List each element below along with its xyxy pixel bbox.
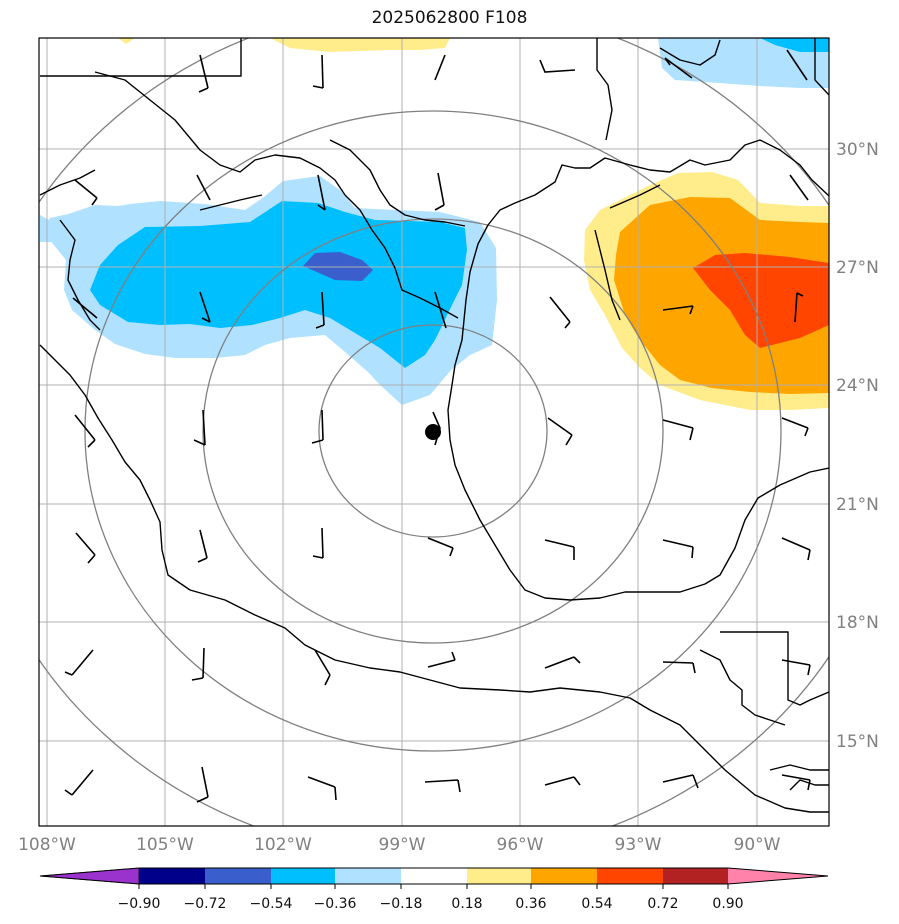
wind-barb <box>312 527 324 559</box>
colorbar-segment <box>728 868 828 884</box>
wind-barb <box>315 291 325 329</box>
wind-barb <box>196 766 209 803</box>
wind-barb <box>199 291 211 323</box>
wind-barb <box>662 661 696 674</box>
positive-shading-max <box>693 253 829 348</box>
wind-barb <box>544 539 575 560</box>
colorbar: −0.90 −0.72 −0.54 −0.36 −0.18 0.18 0.36 … <box>39 867 829 912</box>
map-frame <box>38 37 830 827</box>
wind-barb <box>662 539 694 559</box>
lon-label: 96°W <box>497 835 544 855</box>
colorbar-label: 0.18 <box>451 896 482 912</box>
map-title: 2025062800 F108 <box>371 8 528 28</box>
colorbar-label: −0.90 <box>118 896 161 912</box>
wind-barb <box>74 414 96 448</box>
wind-barb <box>539 59 576 73</box>
lat-label: 30°N <box>836 140 879 160</box>
lat-label: 27°N <box>836 258 879 278</box>
wind-barb <box>64 649 94 676</box>
colorbar-label: −0.54 <box>250 896 293 912</box>
colorbar-segment <box>205 868 271 884</box>
lon-label: 93°W <box>615 835 662 855</box>
wind-barb <box>662 774 699 789</box>
wind-barb <box>72 297 98 319</box>
wind-barb <box>427 537 454 557</box>
lon-label: 108°W <box>18 835 76 855</box>
wind-barb <box>662 305 694 315</box>
wind-barb <box>662 419 694 441</box>
wind-barb <box>64 769 94 796</box>
lat-label: 24°N <box>836 376 879 396</box>
wind-barb <box>317 174 326 211</box>
colorbar-segment <box>139 868 205 884</box>
wind-barb <box>432 411 441 446</box>
colorbar-label: 0.90 <box>712 896 743 912</box>
wind-barb <box>434 291 447 329</box>
range-ring-outer <box>84 110 782 752</box>
wind-barb <box>664 57 693 79</box>
lat-label: 18°N <box>836 613 879 633</box>
wind-barb <box>193 409 206 446</box>
range-ring-inner <box>318 324 548 538</box>
wind-barb <box>196 174 211 201</box>
wind-barb <box>75 532 96 564</box>
wind-barb <box>781 417 809 437</box>
latitude-labels: 30°N 27°N 24°N 21°N 18°N 15°N <box>836 140 879 752</box>
colorbar-segment <box>467 868 531 884</box>
colorbar-segment <box>335 868 401 884</box>
colorbar-segment <box>39 867 140 885</box>
wind-barb <box>781 774 811 791</box>
colorbar-label: −0.36 <box>314 896 357 912</box>
wind-barb <box>434 54 446 81</box>
colorbar-label: 0.36 <box>515 896 546 912</box>
lat-label: 21°N <box>836 495 879 515</box>
wind-barb <box>544 776 581 786</box>
colorbar-segment <box>597 868 663 884</box>
wind-barbs <box>64 49 811 803</box>
lon-label: 99°W <box>379 835 426 855</box>
coastlines <box>39 38 829 813</box>
range-rings <box>39 38 829 826</box>
colorbar-segment <box>271 868 335 884</box>
wind-barb <box>198 54 209 93</box>
wind-barb <box>427 651 456 668</box>
wind-barb <box>781 659 811 676</box>
wind-barb <box>191 647 205 681</box>
lat-label: 15°N <box>836 732 879 752</box>
longitude-labels: 108°W 105°W 102°W 99°W 96°W 93°W 90°W <box>18 835 781 855</box>
wind-barb <box>549 296 571 329</box>
wind-barb <box>794 292 804 323</box>
colorbar-label: 0.72 <box>647 896 678 912</box>
wind-barb <box>781 537 811 561</box>
colorbar-segment <box>401 868 467 884</box>
wind-barb <box>789 174 809 201</box>
wind-barb <box>311 409 324 444</box>
wind-barb <box>424 779 461 793</box>
lon-label: 102°W <box>254 835 312 855</box>
lon-label: 105°W <box>136 835 194 855</box>
colorbar-label: −0.72 <box>184 896 227 912</box>
range-ring-middle <box>202 218 664 644</box>
colorbar-label: 0.54 <box>581 896 612 912</box>
center-marker <box>425 424 441 440</box>
wind-barb <box>312 54 324 89</box>
wind-barb <box>197 529 208 563</box>
wind-barb <box>314 649 331 686</box>
wind-barb <box>786 49 808 81</box>
lon-label: 90°W <box>734 835 781 855</box>
wind-barb <box>74 179 98 206</box>
colorbar-segment <box>531 868 597 884</box>
wind-barb <box>307 776 337 801</box>
wind-barb <box>434 172 445 211</box>
colorbar-segment <box>663 868 728 884</box>
shaded-field <box>40 38 829 410</box>
wind-barb <box>544 656 581 669</box>
wind-barb <box>547 417 573 446</box>
colorbar-label: −0.18 <box>380 896 423 912</box>
negative-shading-medium <box>90 201 467 368</box>
lat-lon-grid <box>39 38 829 826</box>
